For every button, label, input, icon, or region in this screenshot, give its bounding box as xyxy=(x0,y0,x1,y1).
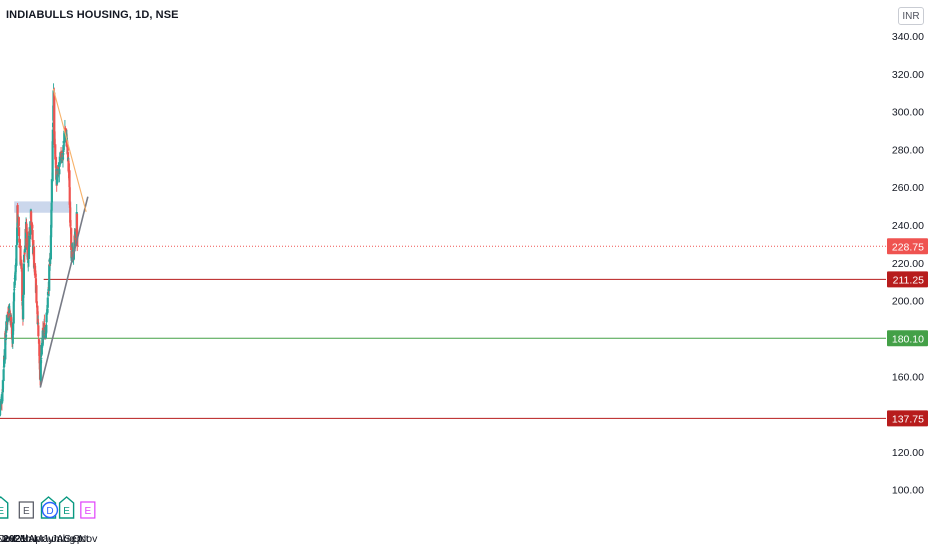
y-tick-label: 320.00 xyxy=(892,69,924,81)
price-tag-228-75: 228.75 xyxy=(887,238,928,255)
y-tick-label: 200.00 xyxy=(892,296,924,308)
x-tick-label: Aug xyxy=(57,533,76,545)
candle[interactable] xyxy=(17,223,21,241)
y-tick-label: 260.00 xyxy=(892,182,924,194)
event-symbol: E xyxy=(23,506,30,517)
candles-layer xyxy=(0,83,79,417)
x-tick-label: Mar xyxy=(20,533,39,545)
trendline-orange[interactable] xyxy=(52,88,87,212)
candle[interactable] xyxy=(22,262,25,299)
candle[interactable] xyxy=(48,263,51,297)
x-tick-label: Sep xyxy=(64,533,83,545)
x-tick-label: Jun xyxy=(43,533,60,545)
y-tick-label: 100.00 xyxy=(892,485,924,497)
y-tick-label: 240.00 xyxy=(892,220,924,232)
candle[interactable] xyxy=(55,168,59,186)
trendline-gray[interactable] xyxy=(39,196,89,388)
candle[interactable] xyxy=(0,394,3,407)
resistance-zone[interactable] xyxy=(14,201,72,213)
candle[interactable] xyxy=(9,313,13,323)
x-tick-label: Nov xyxy=(0,533,16,545)
x-tick-label: Oct xyxy=(72,533,88,545)
earnings-icon[interactable]: E xyxy=(18,501,34,519)
horizontal-lines-layer xyxy=(0,278,886,419)
earnings-icon[interactable]: E xyxy=(0,496,9,519)
y-tick-label: 160.00 xyxy=(892,371,924,383)
event-symbol: D xyxy=(46,506,53,517)
events-layer: EEEDEE xyxy=(0,496,96,519)
chart-title: INDIABULLS HOUSING, 1D, NSE xyxy=(6,9,179,21)
event-symbol: E xyxy=(63,506,70,517)
x-tick-label: 2021 xyxy=(3,533,27,545)
price-tag-137-75: 137.75 xyxy=(887,410,928,427)
earnings-icon[interactable]: E xyxy=(80,501,96,519)
y-tick-label: 340.00 xyxy=(892,31,924,43)
candle[interactable] xyxy=(1,378,4,399)
candle[interactable] xyxy=(61,155,65,168)
dividend-icon[interactable]: D xyxy=(41,501,59,519)
resistance-zone-layer xyxy=(14,201,72,213)
currency-button[interactable]: INR xyxy=(898,7,924,25)
x-tick-label: May xyxy=(34,533,55,545)
price-tag-211-25: 211.25 xyxy=(887,271,928,288)
candle[interactable] xyxy=(22,292,25,322)
candle[interactable] xyxy=(8,303,11,315)
y-tick-label: 220.00 xyxy=(892,258,924,270)
svg-text:211.25: 211.25 xyxy=(893,274,924,286)
trendlines-layer xyxy=(39,88,89,388)
y-tick-label: 300.00 xyxy=(892,107,924,119)
y-tick-label: 280.00 xyxy=(892,144,924,156)
price-tags-layer: 228.75 211.25 180.10 137.75 xyxy=(887,238,928,427)
event-symbol: E xyxy=(0,506,4,517)
x-tick-label: Apr xyxy=(28,533,45,545)
svg-text:180.10: 180.10 xyxy=(892,333,924,345)
earnings-icon[interactable]: E xyxy=(58,496,75,519)
candle[interactable] xyxy=(38,350,41,365)
price-tag-180-10: 180.10 xyxy=(887,330,928,347)
candle[interactable] xyxy=(5,315,8,339)
svg-text:228.75: 228.75 xyxy=(892,241,924,253)
candle[interactable] xyxy=(2,368,5,389)
x-tick-label: Dec xyxy=(0,533,17,545)
svg-text:137.75: 137.75 xyxy=(892,413,924,425)
y-axis: 340.00 320.00 300.00 280.00 260.00 240.00 220.… xyxy=(892,31,924,497)
candle[interactable] xyxy=(62,144,65,160)
candle[interactable] xyxy=(51,140,54,183)
x-tick-label: Jul xyxy=(52,533,65,545)
y-tick-label: 120.00 xyxy=(892,447,924,459)
event-symbol: E xyxy=(84,506,91,517)
x-tick-label: Feb xyxy=(13,533,31,545)
x-tick-label: Nov xyxy=(79,533,98,545)
